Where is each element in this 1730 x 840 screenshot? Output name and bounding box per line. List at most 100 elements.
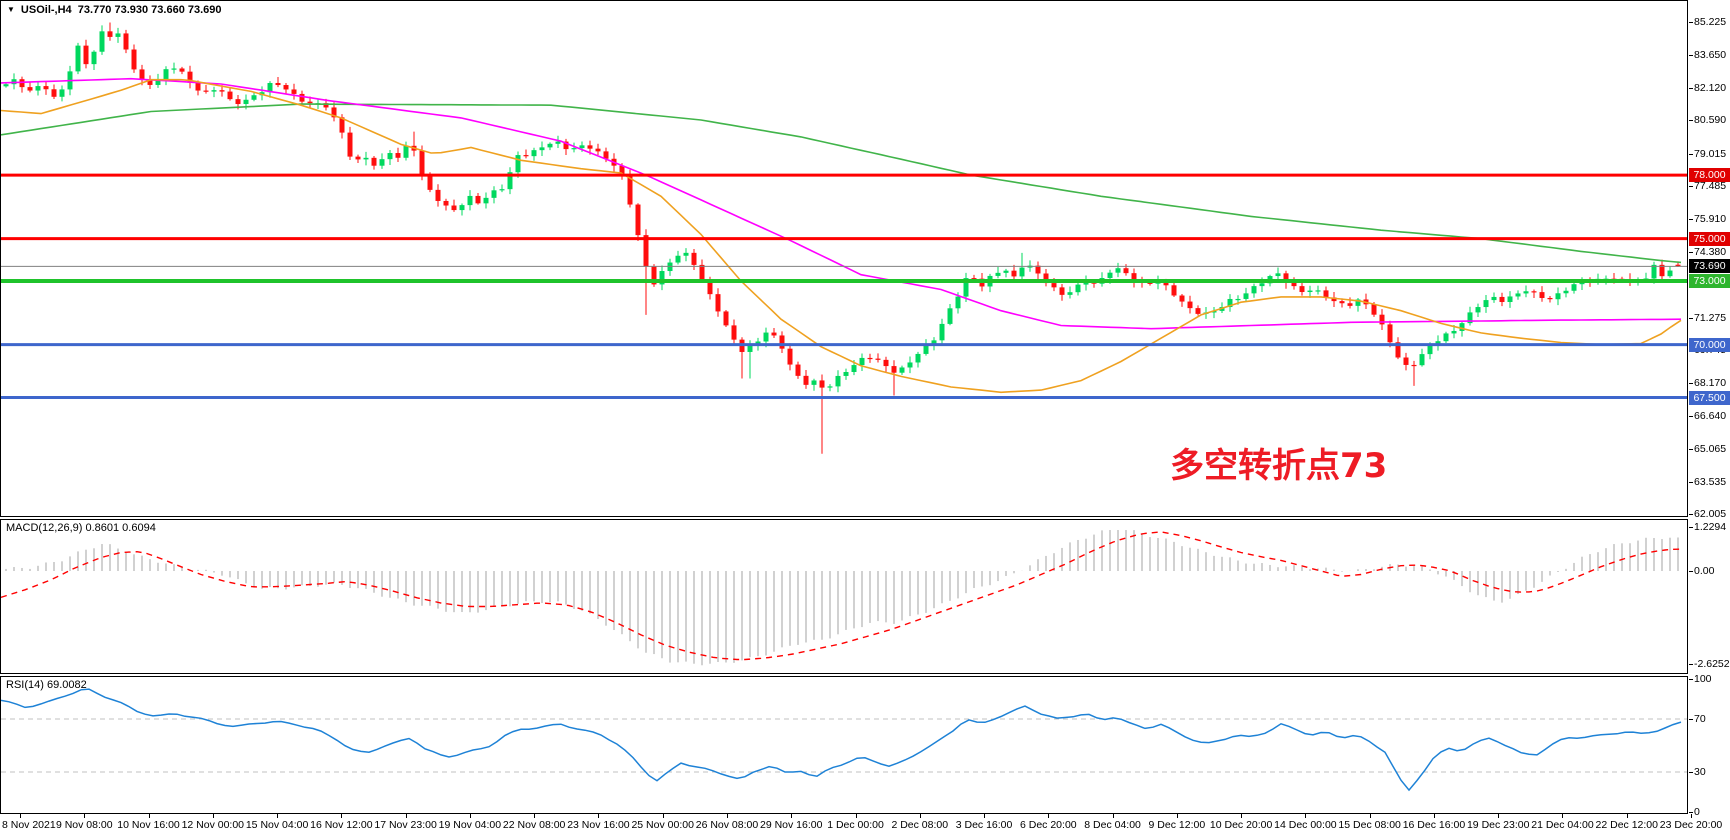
candle-body bbox=[235, 99, 241, 105]
candle-body bbox=[195, 82, 201, 91]
axis-tick bbox=[1689, 772, 1693, 773]
price-axis[interactable]: 85.225 83.650 82.120 80.590 79.015 77.485 75.9… bbox=[1689, 0, 1730, 818]
time-axis-tick bbox=[598, 814, 600, 818]
time-axis-tick bbox=[1048, 814, 1050, 818]
axis-tick bbox=[1689, 527, 1693, 529]
candle-body bbox=[515, 155, 521, 173]
chart-text-annotation: 多空转折点73 bbox=[1170, 446, 1388, 486]
time-axis-label: 23 Dec 20:00 bbox=[1659, 819, 1723, 831]
rsi-indicator-label: RSI(14) 69.0082 bbox=[6, 679, 87, 691]
candle-body bbox=[123, 33, 129, 50]
rsi-axis-label: 0 bbox=[1694, 805, 1700, 818]
candle-body bbox=[1243, 293, 1249, 299]
macd-chart[interactable] bbox=[1, 520, 1687, 673]
candle-body bbox=[43, 86, 49, 90]
candle-body bbox=[299, 93, 305, 102]
axis-tick bbox=[1689, 664, 1693, 666]
candle-body bbox=[1515, 293, 1521, 297]
axis-tick bbox=[1689, 679, 1693, 681]
candle-body bbox=[1259, 283, 1265, 287]
candle-body bbox=[1251, 286, 1257, 294]
candle-body bbox=[131, 49, 137, 70]
candle-body bbox=[331, 107, 337, 118]
time-axis-label: 8 Nov 2021 bbox=[2, 819, 56, 831]
candle-body bbox=[1211, 310, 1217, 313]
candle-body bbox=[803, 375, 809, 385]
time-axis-tick bbox=[1691, 814, 1693, 818]
price-axis-label: 85.225 bbox=[1694, 16, 1727, 28]
time-axis-label: 15 Nov 04:00 bbox=[245, 819, 309, 831]
time-axis-label: 8 Dec 04:00 bbox=[1084, 819, 1141, 831]
price-axis-label: 68.170 bbox=[1694, 377, 1727, 390]
candle-body bbox=[51, 89, 57, 97]
candle-body bbox=[1467, 312, 1473, 324]
time-axis-tick bbox=[277, 814, 279, 818]
time-axis-tick bbox=[20, 814, 21, 818]
time-axis-label: 14 Dec 00:00 bbox=[1274, 819, 1337, 831]
candle-body bbox=[1451, 330, 1457, 334]
time-axis-label: 25 Nov 00:00 bbox=[631, 819, 694, 831]
time-axis-label: 16 Dec 16:00 bbox=[1402, 819, 1466, 831]
candle-body bbox=[27, 87, 33, 91]
candle-body bbox=[507, 172, 513, 190]
time-axis-label: 17 Nov 23:00 bbox=[374, 819, 437, 831]
ma-fast-orange-line bbox=[1, 78, 1682, 394]
candle-body bbox=[715, 294, 721, 312]
candle-body bbox=[1555, 293, 1561, 300]
candle-body bbox=[555, 141, 561, 144]
candle-body bbox=[1491, 296, 1497, 301]
candle-body bbox=[307, 101, 313, 104]
macd-signal-line bbox=[1, 531, 1682, 661]
candle-body bbox=[723, 311, 729, 326]
candle-body bbox=[651, 266, 657, 285]
candle-body bbox=[267, 82, 273, 93]
candle-body bbox=[1387, 324, 1393, 343]
symbol-ohlc-values: 73.770 73.930 73.660 73.690 bbox=[77, 4, 222, 16]
time-axis-label: 12 Nov 00:00 bbox=[181, 819, 245, 831]
price-chart-panel[interactable] bbox=[0, 0, 1688, 517]
time-axis-tick bbox=[1369, 814, 1371, 818]
candle-body bbox=[691, 252, 697, 265]
candle-body bbox=[1131, 273, 1137, 282]
candle-body bbox=[187, 71, 193, 83]
macd-axis-label: -2.6252 bbox=[1694, 658, 1730, 671]
chevron-down-icon[interactable]: ▼ bbox=[7, 5, 15, 14]
time-axis-tick bbox=[212, 814, 214, 818]
rsi-line bbox=[1, 688, 1682, 792]
candle-body bbox=[115, 33, 121, 37]
candle-body bbox=[763, 332, 769, 342]
price-axis-label: 71.275 bbox=[1694, 311, 1727, 324]
rsi-panel[interactable] bbox=[0, 676, 1688, 814]
candle-body bbox=[243, 99, 249, 105]
candle-body bbox=[659, 271, 665, 285]
macd-panel[interactable] bbox=[0, 519, 1688, 674]
candle-body bbox=[1371, 304, 1377, 315]
time-axis-tick bbox=[1112, 814, 1114, 818]
time-axis[interactable]: 8 Nov 2021 9 Nov 08:00 10 Nov 16:00 12 Nov … bbox=[0, 814, 1730, 840]
candlestick-chart[interactable] bbox=[1, 1, 1687, 516]
candle-body bbox=[675, 255, 681, 263]
rsi-chart[interactable] bbox=[1, 677, 1687, 813]
candle-body bbox=[851, 365, 857, 373]
candle-body bbox=[1051, 283, 1057, 288]
candle-body bbox=[579, 145, 585, 149]
candle-body bbox=[19, 79, 25, 88]
candle-body bbox=[595, 148, 601, 152]
candle-body bbox=[1043, 273, 1049, 284]
candle-body bbox=[75, 45, 81, 72]
price-axis-label: 77.485 bbox=[1694, 179, 1727, 192]
candle-body bbox=[867, 357, 873, 360]
candle-body bbox=[59, 89, 65, 97]
candle-body bbox=[939, 323, 945, 341]
rsi-axis-label: 70 bbox=[1694, 713, 1706, 725]
candle-body bbox=[627, 175, 633, 205]
candle-body bbox=[1443, 333, 1449, 342]
time-axis-label: 22 Nov 08:00 bbox=[502, 819, 566, 831]
candle-body bbox=[1011, 270, 1017, 277]
candle-body bbox=[787, 348, 793, 365]
time-axis-label: 9 Dec 12:00 bbox=[1148, 819, 1206, 831]
candle-body bbox=[155, 79, 161, 85]
candle-body bbox=[1003, 270, 1009, 273]
candle-body bbox=[1299, 286, 1305, 293]
candle-body bbox=[1659, 264, 1665, 277]
